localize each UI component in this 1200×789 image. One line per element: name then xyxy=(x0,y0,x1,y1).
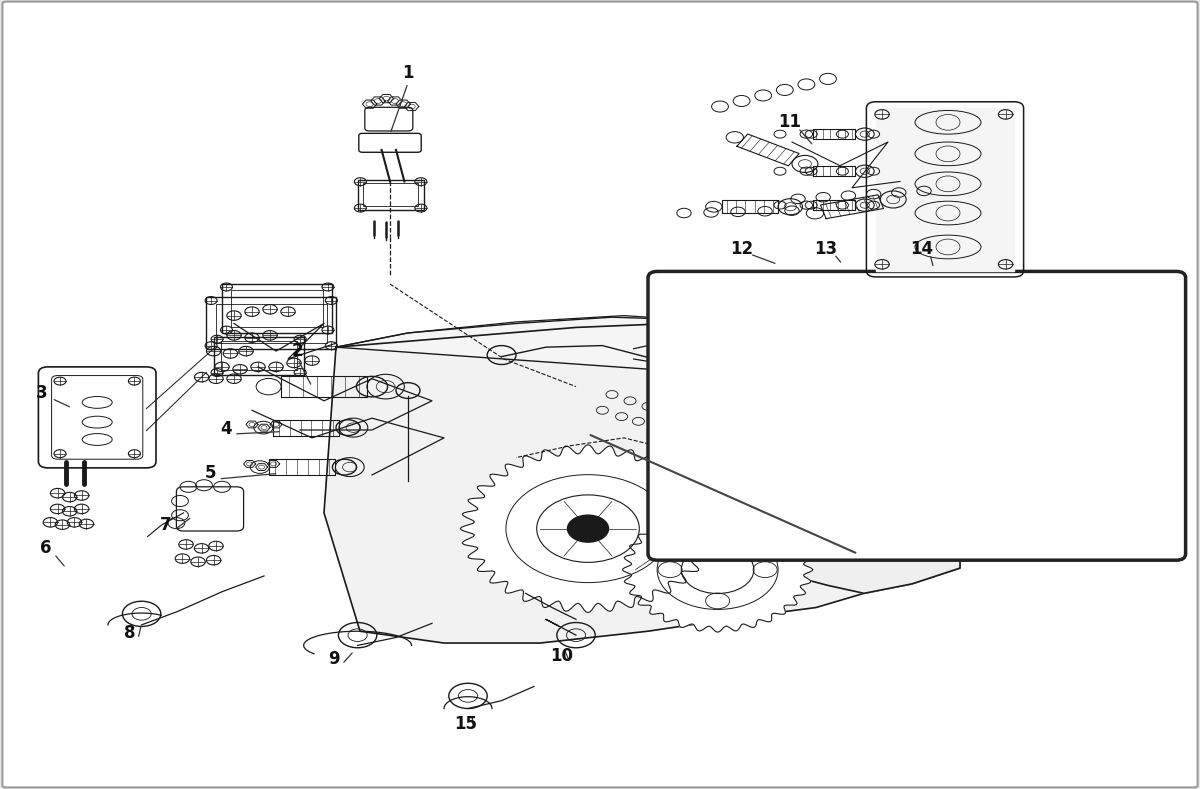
FancyBboxPatch shape xyxy=(648,271,1186,560)
Bar xyxy=(221,342,296,370)
Text: 9: 9 xyxy=(328,650,340,667)
Text: 3: 3 xyxy=(36,384,48,402)
Text: 15: 15 xyxy=(454,716,478,733)
Text: 11: 11 xyxy=(778,114,802,131)
Polygon shape xyxy=(876,108,1014,271)
Text: 2: 2 xyxy=(292,342,304,360)
Text: 7: 7 xyxy=(160,516,172,533)
Text: 13: 13 xyxy=(814,240,838,257)
Polygon shape xyxy=(336,317,864,391)
Polygon shape xyxy=(362,136,418,150)
Circle shape xyxy=(568,515,608,542)
Bar xyxy=(222,284,332,333)
Text: 14: 14 xyxy=(910,240,934,257)
Text: 6: 6 xyxy=(40,540,52,557)
Bar xyxy=(214,337,304,375)
Text: 4: 4 xyxy=(220,421,232,438)
Polygon shape xyxy=(48,373,146,462)
Polygon shape xyxy=(324,323,960,643)
Text: 10: 10 xyxy=(550,648,574,665)
Text: 1: 1 xyxy=(402,64,414,81)
Polygon shape xyxy=(623,507,812,632)
Bar xyxy=(230,290,324,327)
Bar xyxy=(206,297,336,349)
Text: 5: 5 xyxy=(204,465,216,482)
Text: 12: 12 xyxy=(730,240,754,257)
Bar xyxy=(364,184,418,206)
Polygon shape xyxy=(461,445,715,612)
Bar xyxy=(216,304,326,342)
Polygon shape xyxy=(184,492,236,526)
Text: 8: 8 xyxy=(124,624,136,641)
Bar xyxy=(358,180,424,210)
Polygon shape xyxy=(768,357,960,593)
